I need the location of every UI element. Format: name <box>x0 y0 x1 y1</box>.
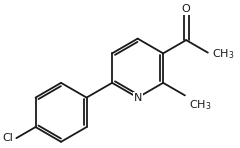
Text: Cl: Cl <box>3 133 13 143</box>
Text: O: O <box>182 4 191 14</box>
Text: CH$_3$: CH$_3$ <box>212 47 234 61</box>
Text: N: N <box>133 93 142 103</box>
Text: CH$_3$: CH$_3$ <box>189 98 211 112</box>
